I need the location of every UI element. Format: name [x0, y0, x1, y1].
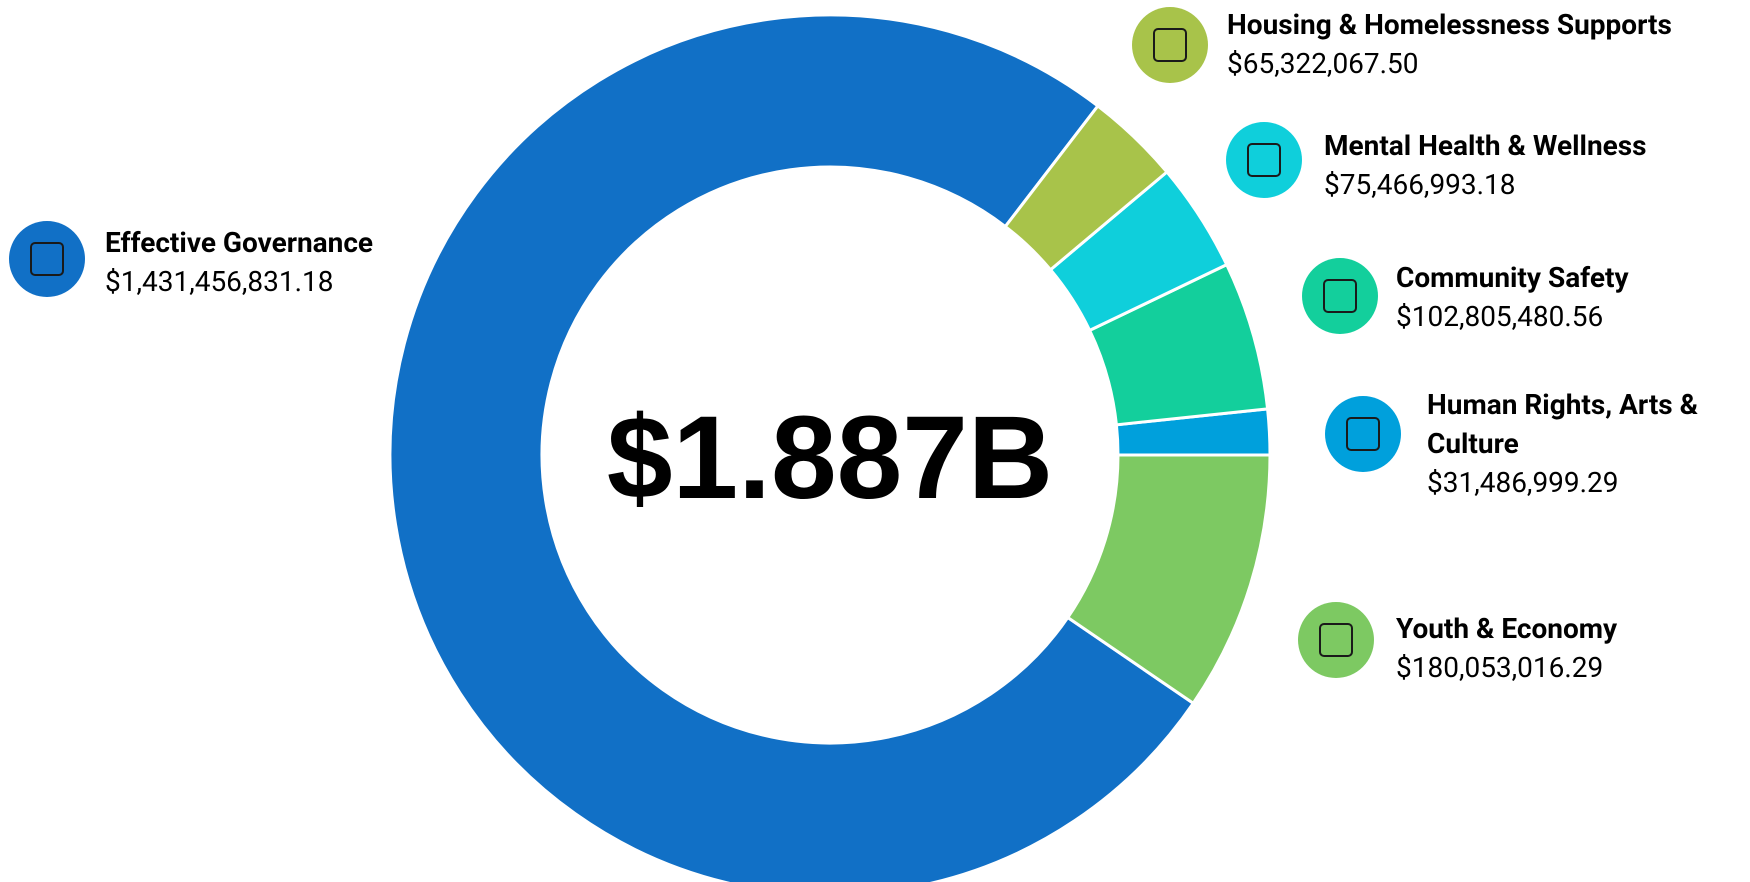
category-value: $180,053,016.29: [1396, 651, 1604, 684]
category-label: Effective Governance $1,431,456,831.18: [105, 223, 435, 301]
icon-glyph: [30, 242, 64, 276]
category-label: Mental Health & Wellness $75,466,993.18: [1324, 126, 1744, 204]
category-icon: [1298, 602, 1374, 678]
category-label: Youth & Economy $180,053,016.29: [1396, 609, 1746, 687]
category-label: Human Rights, Arts & Culture $31,486,999.…: [1427, 385, 1737, 502]
category-icon: [1325, 396, 1401, 472]
category-value: $102,805,480.56: [1396, 300, 1604, 333]
category-label: Community Safety $102,805,480.56: [1396, 258, 1746, 336]
donut-segment: [388, 13, 1196, 882]
category-name: Effective Governance: [105, 226, 374, 259]
category-name: Youth & Economy: [1396, 612, 1618, 645]
donut-segment: [1087, 262, 1270, 427]
donut-segment: [1003, 103, 1170, 272]
category-value: $31,486,999.29: [1427, 466, 1619, 499]
icon-glyph: [1323, 279, 1357, 313]
center-label: $1.887B: [607, 392, 1053, 524]
category-icon: [1302, 258, 1378, 334]
category-name: Community Safety: [1396, 261, 1629, 294]
icon-glyph: [1247, 143, 1281, 177]
category-value: $1,431,456,831.18: [105, 265, 334, 298]
category-icon: [9, 221, 85, 297]
donut-segment: [1048, 169, 1229, 333]
category-icon: [1226, 122, 1302, 198]
donut-segment: [1065, 453, 1272, 706]
category-name: Human Rights, Arts & Culture: [1427, 388, 1699, 460]
category-value: $65,322,067.50: [1227, 47, 1419, 80]
category-icon: [1132, 7, 1208, 83]
category-name: Mental Health & Wellness: [1324, 129, 1647, 162]
donut-segment: [1114, 407, 1272, 457]
category-value: $75,466,993.18: [1324, 168, 1516, 201]
icon-glyph: [1153, 28, 1187, 62]
icon-glyph: [1319, 623, 1353, 657]
category-name: Housing & Homelessness Supports: [1227, 8, 1672, 41]
category-label: Housing & Homelessness Supports $65,322,0…: [1227, 5, 1747, 83]
icon-glyph: [1346, 417, 1380, 451]
